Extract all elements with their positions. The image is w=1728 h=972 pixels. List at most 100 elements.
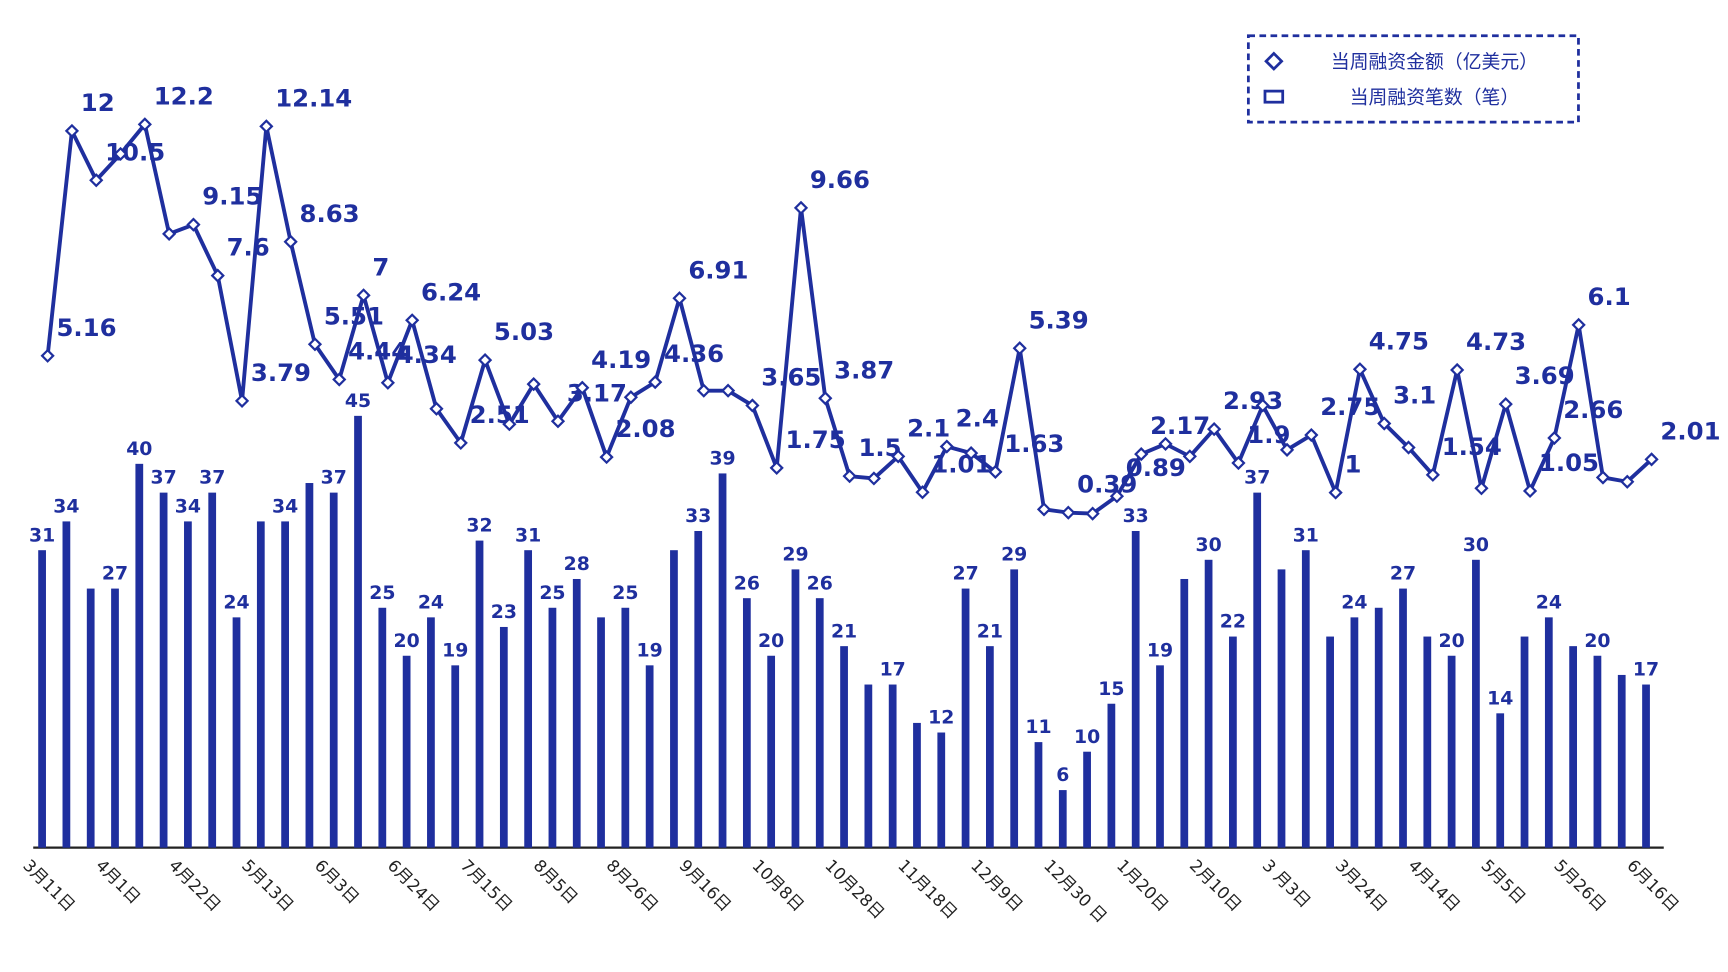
bar-value-label: 22 [1220, 612, 1246, 633]
x-tick-label: 5月26日 [1550, 856, 1609, 915]
bar [499, 626, 508, 848]
line-value-label: 1.54 [1442, 432, 1502, 461]
x-tick-label: 4月14日 [1405, 856, 1464, 915]
bar [961, 588, 970, 848]
line-marker [162, 226, 177, 241]
line-value-label: 3.17 [567, 378, 627, 407]
bar-value-label: 20 [1584, 631, 1610, 652]
x-tick-label: 6月3日 [311, 856, 363, 908]
bar [1034, 742, 1043, 848]
line-value-label: 12.14 [275, 83, 352, 112]
bar [767, 655, 776, 848]
line-value-label: 12 [81, 88, 115, 117]
line-value-label: 9.66 [810, 165, 870, 194]
bar [864, 684, 873, 848]
line-marker [259, 119, 274, 134]
line-value-label: 2.4 [956, 404, 999, 433]
line-marker [502, 417, 517, 432]
line-value-label: 4.75 [1369, 326, 1429, 355]
line-value-label: 3.65 [761, 363, 821, 392]
bar-value-label: 28 [564, 554, 590, 575]
bar [1569, 646, 1578, 848]
line-value-label: 6.91 [688, 255, 748, 284]
bar-value-label: 34 [272, 497, 298, 518]
bar-value-label: 26 [807, 573, 833, 594]
line-marker [672, 291, 687, 306]
line-marker [1595, 470, 1611, 485]
bar [1496, 713, 1505, 848]
line-value-label: 7 [372, 252, 389, 281]
line-marker [842, 469, 857, 484]
line-marker [234, 393, 250, 408]
x-tick-label: 3月24日 [1332, 856, 1391, 915]
bar-value-label: 17 [880, 660, 906, 681]
x-tick-label: 3月11日 [19, 856, 78, 915]
line-marker [550, 414, 566, 429]
x-tick-label: 5月13日 [238, 856, 297, 915]
bar [524, 550, 533, 848]
bar-value-label: 24 [1341, 593, 1367, 614]
line-marker [1012, 341, 1027, 356]
line-value-label: 4.44 [348, 337, 408, 366]
line-marker [818, 391, 833, 406]
bar [305, 483, 314, 848]
bar [378, 607, 387, 848]
line-marker [1425, 467, 1440, 482]
line-marker [89, 173, 104, 188]
bar [840, 646, 848, 848]
line-marker [1377, 416, 1392, 431]
line-marker [1036, 502, 1052, 517]
line-marker [866, 471, 882, 486]
line-marker [210, 268, 225, 283]
legend-marker [1264, 51, 1284, 71]
line-value-label: 2.51 [470, 400, 530, 429]
bar-value-label: 19 [1147, 640, 1173, 661]
bar [1131, 531, 1140, 848]
line-value-label: 2.01 [1660, 416, 1720, 445]
bar-value-label: 27 [1390, 564, 1416, 585]
bar [62, 521, 71, 848]
bar [232, 617, 241, 848]
bar [329, 492, 338, 848]
line-marker [1231, 455, 1246, 471]
line-marker [1304, 427, 1319, 443]
bar [1156, 665, 1164, 848]
line-value-label: 1.75 [786, 425, 846, 454]
x-tick-label: 8月5日 [530, 856, 582, 908]
line-value-label: 6.1 [1588, 282, 1631, 311]
line-marker [526, 376, 541, 392]
bar [1058, 790, 1067, 848]
bar [670, 550, 678, 848]
line-marker [1109, 489, 1125, 504]
line-value-label: 4.73 [1466, 327, 1526, 356]
line-marker [599, 449, 614, 465]
line-marker [891, 449, 906, 464]
line-marker [1182, 449, 1197, 464]
x-tick-label: 8月26日 [603, 856, 662, 915]
bar [402, 655, 411, 848]
bar-value-label: 21 [977, 621, 1003, 642]
bar-value-label: 39 [709, 449, 735, 470]
line-marker [720, 383, 736, 398]
bar [159, 492, 168, 848]
bar [1472, 559, 1480, 848]
x-tick-label: 10月28日 [821, 856, 888, 923]
bar-value-label: 24 [223, 593, 249, 614]
line-marker [769, 460, 784, 476]
bar [354, 415, 362, 848]
bar-value-label: 29 [782, 545, 808, 566]
x-tick-label: 7月15日 [457, 856, 516, 915]
line-value-label: 2.66 [1563, 395, 1623, 424]
bar-value-label: 33 [1123, 506, 1149, 527]
bar-value-label: 31 [29, 525, 55, 546]
line-marker [793, 200, 809, 215]
bar [1544, 617, 1553, 848]
bar-value-label: 32 [466, 516, 492, 537]
bar [1642, 684, 1650, 848]
line-value-label: 0.89 [1126, 453, 1186, 482]
x-tick-label: 4月1日 [92, 856, 144, 908]
bar [427, 617, 435, 848]
bar [1229, 636, 1237, 848]
bar [281, 521, 289, 848]
line-value-label: 5.16 [56, 313, 116, 342]
